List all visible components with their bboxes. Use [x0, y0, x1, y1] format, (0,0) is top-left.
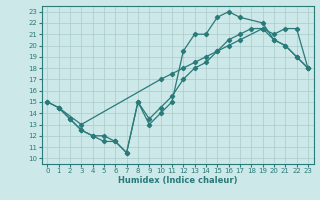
X-axis label: Humidex (Indice chaleur): Humidex (Indice chaleur): [118, 176, 237, 185]
